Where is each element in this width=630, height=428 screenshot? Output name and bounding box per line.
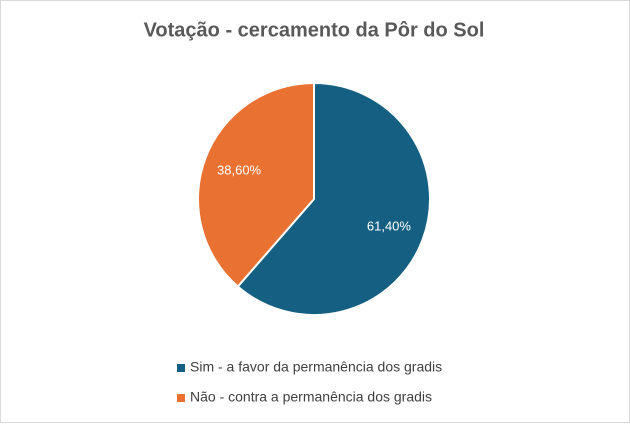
chart-title: Votação - cercamento da Pôr do Sol	[144, 19, 485, 41]
legend-swatch	[177, 394, 185, 402]
legend-label: Não - contra a permanência dos gradis	[190, 389, 432, 405]
data-label: 38,60%	[217, 162, 262, 177]
legend-label: Sim - a favor da permanência dos gradis	[190, 359, 442, 375]
pie-slice	[197, 81, 315, 288]
legend-swatch	[177, 364, 185, 372]
data-label: 61,40%	[367, 218, 412, 233]
pie-slice	[236, 81, 431, 316]
